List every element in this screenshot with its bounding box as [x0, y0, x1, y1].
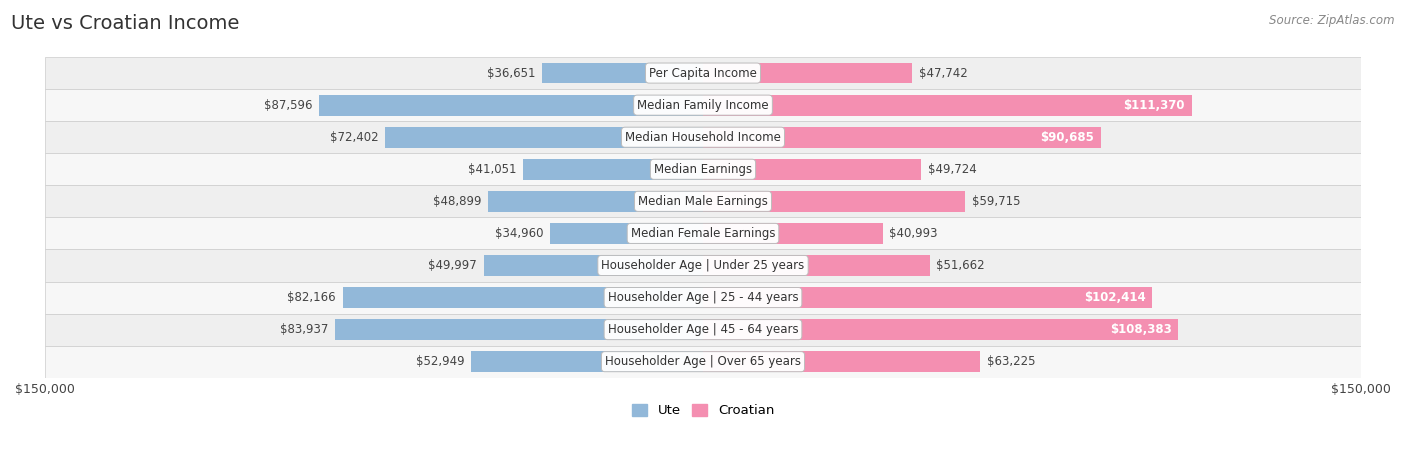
Text: Median Family Income: Median Family Income	[637, 99, 769, 112]
Bar	[45, 57, 1361, 89]
Bar	[45, 346, 1361, 378]
Bar	[45, 282, 1361, 313]
Text: Householder Age | 25 - 44 years: Householder Age | 25 - 44 years	[607, 291, 799, 304]
Text: $59,715: $59,715	[972, 195, 1021, 208]
Text: $48,899: $48,899	[433, 195, 482, 208]
Bar	[703, 95, 1192, 115]
Text: $52,949: $52,949	[416, 355, 464, 368]
Text: $102,414: $102,414	[1084, 291, 1146, 304]
Legend: Ute, Croatian: Ute, Croatian	[626, 398, 780, 423]
Bar	[484, 255, 703, 276]
Text: Householder Age | 45 - 64 years: Householder Age | 45 - 64 years	[607, 323, 799, 336]
Text: $47,742: $47,742	[920, 67, 967, 79]
Text: $51,662: $51,662	[936, 259, 984, 272]
Bar	[550, 223, 703, 244]
Text: $34,960: $34,960	[495, 227, 543, 240]
Bar	[703, 223, 883, 244]
Bar	[45, 121, 1361, 153]
Bar	[45, 249, 1361, 282]
Bar	[703, 63, 912, 84]
Text: $87,596: $87,596	[264, 99, 312, 112]
Text: $36,651: $36,651	[486, 67, 536, 79]
Bar	[385, 127, 703, 148]
Text: Householder Age | Over 65 years: Householder Age | Over 65 years	[605, 355, 801, 368]
Bar	[703, 159, 921, 180]
Text: Median Female Earnings: Median Female Earnings	[631, 227, 775, 240]
Bar	[471, 351, 703, 372]
Text: $49,997: $49,997	[429, 259, 477, 272]
Text: $41,051: $41,051	[468, 163, 516, 176]
Text: $63,225: $63,225	[987, 355, 1035, 368]
Text: $72,402: $72,402	[330, 131, 378, 144]
Text: $49,724: $49,724	[928, 163, 977, 176]
Bar	[343, 287, 703, 308]
Bar	[45, 153, 1361, 185]
Text: Median Household Income: Median Household Income	[626, 131, 780, 144]
Text: Median Earnings: Median Earnings	[654, 163, 752, 176]
Text: Per Capita Income: Per Capita Income	[650, 67, 756, 79]
Bar	[523, 159, 703, 180]
Bar	[543, 63, 703, 84]
Bar	[319, 95, 703, 115]
Bar	[703, 255, 929, 276]
Bar	[45, 185, 1361, 217]
Bar	[703, 191, 965, 212]
Bar	[703, 127, 1101, 148]
Text: $40,993: $40,993	[890, 227, 938, 240]
Bar	[45, 313, 1361, 346]
Bar	[45, 217, 1361, 249]
Text: Median Male Earnings: Median Male Earnings	[638, 195, 768, 208]
Text: Source: ZipAtlas.com: Source: ZipAtlas.com	[1270, 14, 1395, 27]
Text: Householder Age | Under 25 years: Householder Age | Under 25 years	[602, 259, 804, 272]
Text: $90,685: $90,685	[1040, 131, 1094, 144]
Bar	[703, 351, 980, 372]
Text: $111,370: $111,370	[1123, 99, 1185, 112]
Text: $82,166: $82,166	[287, 291, 336, 304]
Bar	[703, 319, 1178, 340]
Bar	[45, 89, 1361, 121]
Text: Ute vs Croatian Income: Ute vs Croatian Income	[11, 14, 239, 33]
Text: $83,937: $83,937	[280, 323, 328, 336]
Bar	[335, 319, 703, 340]
Bar	[488, 191, 703, 212]
Bar	[703, 287, 1153, 308]
Text: $108,383: $108,383	[1111, 323, 1173, 336]
